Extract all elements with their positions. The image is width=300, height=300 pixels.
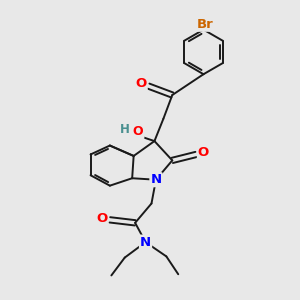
Text: N: N	[150, 173, 161, 186]
Text: N: N	[140, 236, 151, 249]
Text: O: O	[136, 77, 147, 90]
Text: O: O	[133, 125, 143, 138]
Text: Br: Br	[196, 18, 213, 31]
Text: O: O	[96, 212, 107, 225]
Text: O: O	[198, 146, 209, 160]
Text: H: H	[120, 123, 130, 136]
